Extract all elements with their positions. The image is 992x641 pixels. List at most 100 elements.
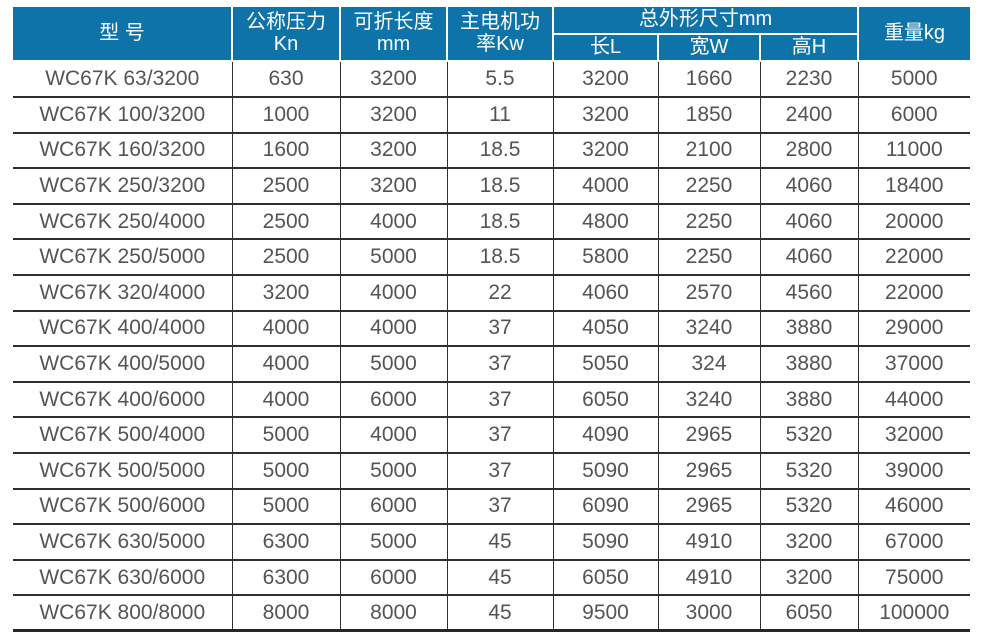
value-cell: 4060 xyxy=(759,167,858,204)
value-cell: 3200 xyxy=(339,167,447,204)
table-row: WC67K 400/6000 4000 6000 37 6050 3240 3880 4400… xyxy=(13,380,970,418)
value-cell: 2965 xyxy=(657,416,760,453)
value-cell: 3880 xyxy=(759,380,858,418)
value-cell: 5000 xyxy=(339,238,447,275)
header-motor-power: 主电机功 率Kw xyxy=(446,7,554,63)
value-cell: 75000 xyxy=(857,558,970,596)
value-cell: 3880 xyxy=(759,309,858,347)
value-cell: 3200 xyxy=(231,273,340,311)
table-row: WC67K 250/5000 2500 5000 18.5 5800 2250 4060 22… xyxy=(13,238,970,275)
value-cell: 5000 xyxy=(339,345,447,382)
model-cell: WC67K 100/3200 xyxy=(13,95,232,133)
table-row: WC67K 500/5000 5000 5000 37 5090 2965 5320 3900… xyxy=(13,451,970,489)
value-cell: 37000 xyxy=(857,345,970,382)
value-cell: 5090 xyxy=(552,451,658,489)
value-cell: 5.5 xyxy=(446,61,553,97)
value-cell: 18.5 xyxy=(446,202,553,240)
value-cell: 67000 xyxy=(857,523,970,560)
value-cell: 45 xyxy=(446,558,553,596)
value-cell: 4000 xyxy=(552,167,658,204)
value-cell: 4060 xyxy=(552,273,658,311)
value-cell: 44000 xyxy=(857,380,970,418)
value-cell: 5320 xyxy=(759,487,858,525)
table-row: WC67K 500/6000 5000 6000 37 6090 2965 5320 4600… xyxy=(13,487,970,525)
model-cell: WC67K 160/3200 xyxy=(13,131,232,169)
table-row: WC67K 800/8000 8000 8000 45 9500 3000 6050 1000… xyxy=(13,594,970,633)
value-cell: 32000 xyxy=(857,416,970,453)
value-cell: 37 xyxy=(446,451,553,489)
value-cell: 39000 xyxy=(857,451,970,489)
model-cell: WC67K 800/8000 xyxy=(13,594,232,633)
value-cell: 4000 xyxy=(339,273,447,311)
value-cell: 6000 xyxy=(339,380,447,418)
spec-table-header: 型 号 公称压力 Kn 可折长度 mm 主电机功 率Kw 总外形尺寸mm 重量k… xyxy=(13,7,970,63)
value-cell: 2250 xyxy=(657,238,760,275)
spec-table: 型 号 公称压力 Kn 可折长度 mm 主电机功 率Kw 总外形尺寸mm 重量k… xyxy=(13,7,970,633)
value-cell: 6090 xyxy=(552,487,658,525)
value-cell: 2965 xyxy=(657,487,760,525)
value-cell: 1000 xyxy=(231,95,340,133)
value-cell: 3200 xyxy=(759,558,858,596)
table-row: WC67K 250/3200 2500 3200 18.5 4000 2250 4060 18… xyxy=(13,167,970,204)
model-cell: WC67K 63/3200 xyxy=(45,67,200,91)
value-cell: 4800 xyxy=(552,202,658,240)
table-row: WC67K 63/3200 630 3200 5.5 3200 1660 2230 5000 xyxy=(13,61,970,97)
value-cell: 22000 xyxy=(857,273,970,311)
model-cell: WC67K 400/4000 xyxy=(13,309,232,347)
value-cell: 1660 xyxy=(657,61,760,97)
value-cell: 3200 xyxy=(759,523,858,560)
value-cell: 3200 xyxy=(339,131,447,169)
header-model: 型 号 xyxy=(13,7,233,63)
table-row: WC67K 500/4000 5000 4000 37 4090 2965 5320 3200… xyxy=(13,416,970,453)
value-cell: 37 xyxy=(446,380,553,418)
model-cell: WC67K 500/4000 xyxy=(13,416,232,453)
value-cell: 6300 xyxy=(231,558,340,596)
table-row: WC67K 160/3200 1600 3200 18.5 3200 2100 2800 11… xyxy=(13,131,970,169)
value-cell: 4000 xyxy=(339,416,447,453)
table-row: WC67K 250/4000 2500 4000 18.5 4800 2250 4060 20… xyxy=(13,202,970,240)
header-weight: 重量kg xyxy=(857,7,970,63)
model-cell: WC67K 630/5000 xyxy=(13,523,232,560)
value-cell: 22000 xyxy=(857,238,970,275)
value-cell: 630 xyxy=(231,61,340,97)
value-cell: 6050 xyxy=(759,594,858,633)
value-cell: 20000 xyxy=(857,202,970,240)
value-cell: 8000 xyxy=(231,594,340,633)
value-cell: 9500 xyxy=(552,594,658,633)
value-cell: 324 xyxy=(657,345,760,382)
value-cell: 22 xyxy=(446,273,553,311)
table-row: WC67K 100/3200 1000 3200 11 3200 1850 2400 6000 xyxy=(13,95,970,133)
header-overall-dimensions-group: 总外形尺寸mm xyxy=(552,7,859,35)
value-cell: 3240 xyxy=(657,380,760,418)
value-cell: 6000 xyxy=(857,95,970,133)
value-cell: 4560 xyxy=(759,273,858,311)
value-cell: 5000 xyxy=(339,523,447,560)
value-cell: 4000 xyxy=(339,202,447,240)
model-cell: WC67K 250/3200 xyxy=(13,167,232,204)
value-cell: 2570 xyxy=(657,273,760,311)
value-cell: 4060 xyxy=(759,202,858,240)
value-cell: 5800 xyxy=(552,238,658,275)
value-cell: 2400 xyxy=(759,95,858,133)
value-cell: 2250 xyxy=(657,202,760,240)
value-cell: 8000 xyxy=(339,594,447,633)
model-cell: WC67K 250/5000 xyxy=(13,238,232,275)
value-cell: 3880 xyxy=(759,345,858,382)
value-cell: 3000 xyxy=(657,594,760,633)
table-row: WC67K 400/5000 4000 5000 37 5050 324 3880 37000 xyxy=(13,345,970,382)
value-cell: 6050 xyxy=(552,558,658,596)
value-cell: 37 xyxy=(446,416,553,453)
value-cell: 2100 xyxy=(657,131,760,169)
value-cell: 45 xyxy=(446,594,553,633)
value-cell: 2500 xyxy=(231,202,340,240)
model-cell: WC67K 500/6000 xyxy=(13,487,232,525)
value-cell: 2230 xyxy=(759,61,858,97)
value-cell: 37 xyxy=(446,487,553,525)
value-cell: 3200 xyxy=(552,95,658,133)
value-cell: 2250 xyxy=(657,167,760,204)
value-cell: 1850 xyxy=(657,95,760,133)
value-cell: 5320 xyxy=(759,451,858,489)
header-dim-width: 宽W xyxy=(657,32,761,63)
value-cell: 46000 xyxy=(857,487,970,525)
value-cell: 100000 xyxy=(857,594,970,633)
